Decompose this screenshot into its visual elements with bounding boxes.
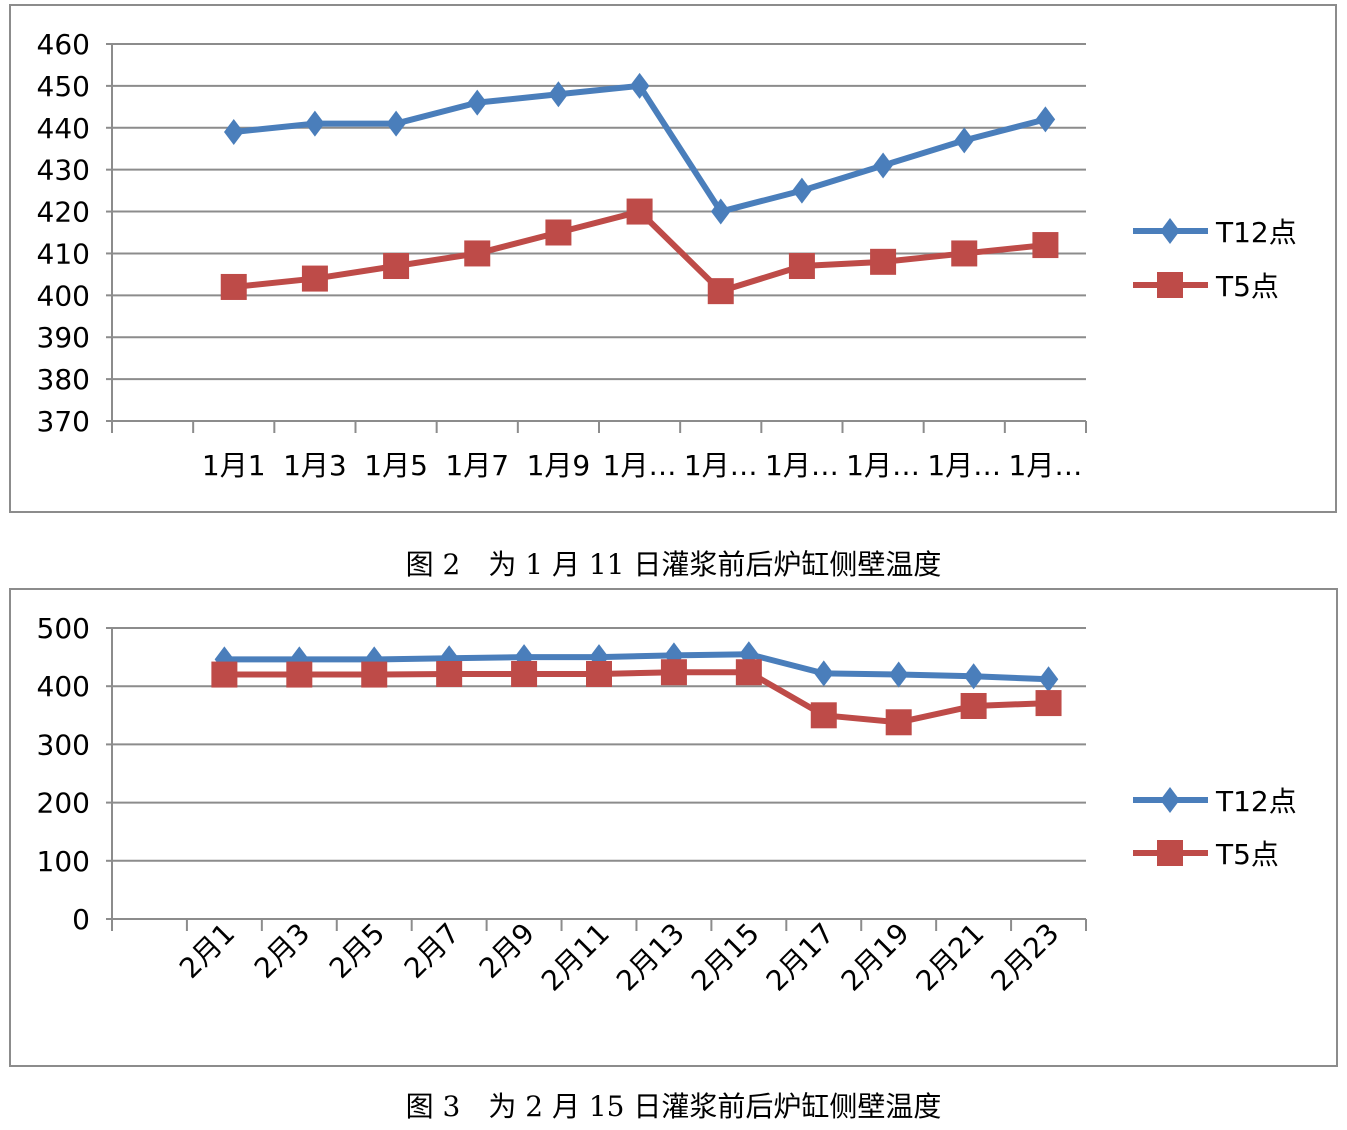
- data-point: [870, 248, 897, 275]
- data-point: [626, 198, 653, 225]
- chart-frame: [9, 4, 1337, 513]
- legend-marker: [1160, 787, 1180, 813]
- data-point: [211, 661, 238, 688]
- data-point: [286, 661, 313, 688]
- y-tick-label: 430: [37, 154, 90, 187]
- x-tick-label: 1月7: [445, 449, 509, 482]
- data-point: [873, 152, 893, 179]
- data-point: [885, 709, 912, 736]
- x-tick-label: 1月1: [202, 449, 266, 482]
- data-point: [711, 198, 731, 225]
- legend-label: T12点: [1215, 785, 1297, 818]
- y-tick-label: 500: [37, 612, 90, 645]
- x-tick-label: 1月…: [684, 449, 758, 482]
- y-tick-label: 200: [37, 787, 90, 820]
- data-point: [792, 177, 812, 204]
- data-point: [1035, 690, 1062, 717]
- data-point: [954, 127, 974, 154]
- data-point: [1032, 232, 1059, 259]
- data-point: [660, 659, 687, 686]
- y-tick-label: 100: [37, 845, 90, 878]
- x-tick-label: 1月9: [527, 449, 591, 482]
- x-tick-label: 1月…: [846, 449, 920, 482]
- data-point: [464, 240, 491, 267]
- y-tick-label: 440: [37, 112, 90, 145]
- y-tick-label: 410: [37, 237, 90, 270]
- x-tick-label: 1月3: [283, 449, 347, 482]
- data-point: [383, 253, 410, 280]
- data-point: [951, 240, 978, 267]
- data-point: [467, 89, 487, 116]
- data-point: [735, 659, 762, 686]
- x-tick-label: 1月…: [603, 449, 677, 482]
- legend-label: T5点: [1215, 270, 1279, 303]
- data-point: [511, 660, 538, 687]
- y-tick-label: 400: [37, 279, 90, 312]
- data-point: [386, 110, 406, 137]
- legend-label: T5点: [1215, 838, 1279, 871]
- y-tick-label: 390: [37, 321, 90, 354]
- y-tick-label: 420: [37, 196, 90, 229]
- legend-marker: [1160, 218, 1180, 244]
- data-point: [963, 663, 984, 690]
- data-point: [220, 273, 247, 300]
- y-tick-label: 370: [37, 405, 90, 438]
- series-line-T12点: [224, 651, 1049, 683]
- data-point: [305, 110, 325, 137]
- y-tick-label: 400: [37, 670, 90, 703]
- legend-marker: [1157, 840, 1183, 866]
- data-point: [545, 219, 572, 246]
- x-tick-label: 1月…: [765, 449, 839, 482]
- data-point: [960, 692, 987, 719]
- caption-figure-3: 图 3 为 2 月 15 日灌浆前后炉缸侧壁温度: [405, 1090, 942, 1123]
- legend-label: T12点: [1215, 216, 1297, 249]
- data-point: [1038, 666, 1059, 693]
- y-tick-label: 380: [37, 363, 90, 396]
- data-point: [586, 660, 612, 687]
- data-point: [224, 118, 244, 145]
- data-point: [810, 702, 837, 729]
- chart-1: 370 380 390 400 410 420 430 440 450 460 1月1 1月3 1月5 1…: [9, 4, 1337, 513]
- data-point: [707, 278, 734, 305]
- x-tick-label: 1月…: [927, 449, 1001, 482]
- data-point: [629, 72, 650, 99]
- data-point: [888, 661, 909, 688]
- data-point: [361, 661, 388, 688]
- x-tick-label: 1月…: [1009, 449, 1083, 482]
- data-point: [548, 81, 569, 108]
- legend-marker: [1157, 272, 1183, 298]
- data-point: [788, 253, 815, 280]
- y-tick-label: 450: [37, 70, 90, 103]
- data-point: [436, 660, 463, 687]
- caption-figure-2: 图 2 为 1 月 11 日灌浆前后炉缸侧壁温度: [405, 548, 942, 581]
- data-point: [1035, 106, 1056, 133]
- y-tick-label: 460: [37, 28, 90, 61]
- data-point: [301, 265, 328, 292]
- y-tick-label: 300: [37, 728, 90, 761]
- data-point: [814, 660, 834, 687]
- x-tick-label: 1月5: [364, 449, 428, 482]
- y-tick-label: 0: [72, 903, 90, 936]
